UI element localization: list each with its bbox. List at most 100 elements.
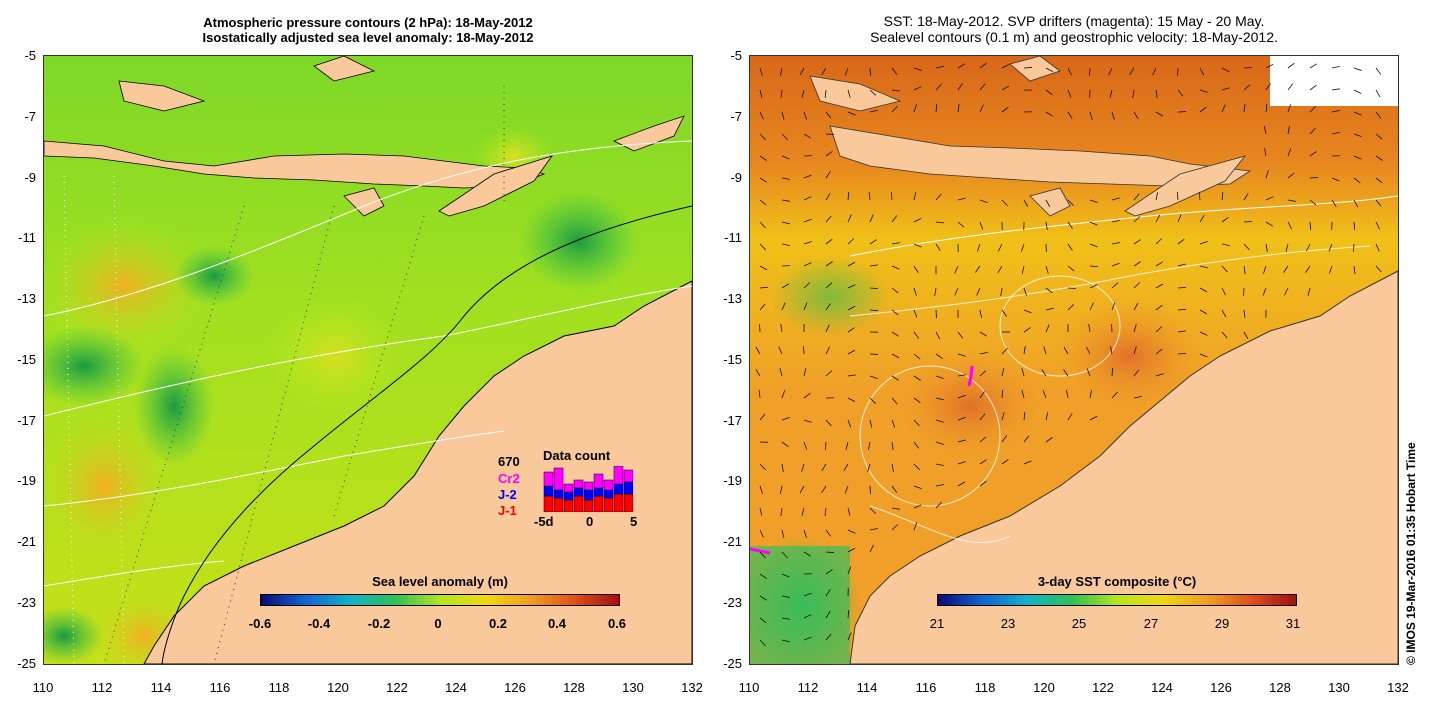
lon-label: 114 [150, 680, 172, 695]
velocity-arrow [1023, 287, 1027, 296]
data-count-axis-label: 5 [630, 514, 638, 529]
velocity-arrow [935, 103, 938, 113]
velocity-arrow [935, 221, 944, 224]
velocity-arrow [1133, 346, 1137, 355]
velocity-arrow [1133, 369, 1140, 377]
velocity-arrow [825, 441, 827, 451]
velocity-arrow [1199, 67, 1205, 76]
velocity-arrow [1331, 88, 1340, 91]
velocity-arrow [957, 331, 964, 339]
velocity-arrow [1328, 243, 1333, 252]
sla-colorbar-tick: -0.2 [367, 616, 391, 631]
velocity-arrow [1177, 89, 1184, 97]
velocity-arrow [1309, 199, 1317, 206]
velocity-arrow [759, 221, 766, 229]
sst-colorbar-tick: 31 [1285, 616, 1301, 631]
lat-label: -11 [724, 230, 742, 245]
velocity-arrow [1133, 111, 1139, 120]
velocity-arrow [1287, 126, 1290, 135]
velocity-arrow [1331, 199, 1337, 208]
lon-label: 122 [386, 680, 408, 695]
velocity-arrow [825, 282, 833, 289]
sea-level-anomaly-map [43, 55, 693, 665]
velocity-arrow [1177, 308, 1187, 311]
velocity-arrow [1023, 435, 1030, 443]
sea-level-anomaly-field [44, 56, 692, 664]
velocity-arrow [957, 197, 966, 201]
lat-label: -13 [723, 291, 742, 306]
velocity-arrow [847, 111, 856, 116]
velocity-arrow [843, 463, 849, 472]
velocity-arrow [1264, 148, 1267, 157]
velocity-arrow [759, 199, 767, 206]
velocity-arrow [1243, 309, 1246, 318]
velocity-arrow [1353, 155, 1362, 160]
velocity-arrow [759, 89, 763, 98]
velocity-arrow [781, 283, 790, 289]
velocity-arrow [781, 302, 786, 311]
velocity-arrow [1221, 87, 1230, 91]
velocity-arrow [847, 374, 856, 377]
data-count-histogram [543, 466, 633, 512]
velocity-arrow [1155, 304, 1163, 311]
velocity-arrow [1375, 111, 1382, 119]
velocity-arrow [1045, 265, 1049, 274]
velocity-arrow [759, 507, 763, 516]
sla-colorbar-tick: 0.6 [607, 616, 627, 631]
velocity-arrow [825, 569, 833, 575]
lat-label: -5 [730, 48, 742, 63]
velocity-arrow [979, 104, 984, 113]
velocity-arrow [1001, 412, 1005, 421]
velocity-arrow [825, 171, 831, 179]
velocity-arrow [1265, 104, 1268, 113]
velocity-arrow [847, 609, 850, 619]
velocity-arrow [935, 243, 941, 251]
velocity-arrow [913, 67, 922, 71]
velocity-arrow [957, 83, 963, 91]
sst-colorbar [937, 594, 1297, 606]
velocity-arrow [868, 441, 871, 450]
lon-label: 126 [504, 680, 526, 695]
velocity-arrow [781, 595, 790, 598]
velocity-arrow [825, 303, 831, 311]
geostrophic-velocity-arrows [755, 62, 1383, 647]
velocity-arrow [1328, 265, 1333, 274]
velocity-arrow [1353, 89, 1362, 94]
velocity-arrow [935, 397, 944, 401]
velocity-arrow [1265, 63, 1274, 69]
velocity-arrow [824, 507, 827, 516]
velocity-arrow [891, 397, 898, 405]
velocity-arrow [913, 217, 922, 223]
velocity-arrow [1307, 287, 1311, 296]
velocity-arrow [803, 419, 812, 423]
velocity-arrow [1353, 133, 1362, 137]
velocity-arrow [1111, 197, 1120, 201]
velocity-arrow [781, 133, 788, 141]
velocity-arrow [1177, 263, 1186, 267]
velocity-arrow [1283, 265, 1289, 273]
velocity-arrow [847, 547, 856, 553]
velocity-arrow [1023, 460, 1032, 465]
velocity-arrow [869, 507, 876, 514]
velocity-arrow [1155, 238, 1163, 245]
velocity-arrow [825, 238, 833, 245]
velocity-arrow [1285, 243, 1289, 252]
velocity-arrow [1221, 265, 1228, 273]
velocity-arrow [1155, 283, 1164, 289]
velocity-arrow [1221, 309, 1227, 318]
velocity-arrow [801, 507, 805, 516]
velocity-arrow [1155, 326, 1163, 333]
velocity-arrow [847, 305, 856, 311]
velocity-arrow [891, 507, 900, 510]
velocity-arrow [1089, 221, 1098, 226]
velocity-arrow [759, 323, 761, 333]
velocity-arrow [1133, 324, 1137, 333]
velocity-arrow [1042, 390, 1047, 399]
velocity-arrow [935, 65, 944, 69]
velocity-arrow [1353, 199, 1359, 208]
velocity-arrow [1155, 111, 1164, 117]
velocity-arrow [976, 243, 981, 252]
velocity-arrow [1133, 261, 1141, 267]
velocity-arrow [1089, 302, 1094, 311]
velocity-arrow [845, 441, 849, 450]
